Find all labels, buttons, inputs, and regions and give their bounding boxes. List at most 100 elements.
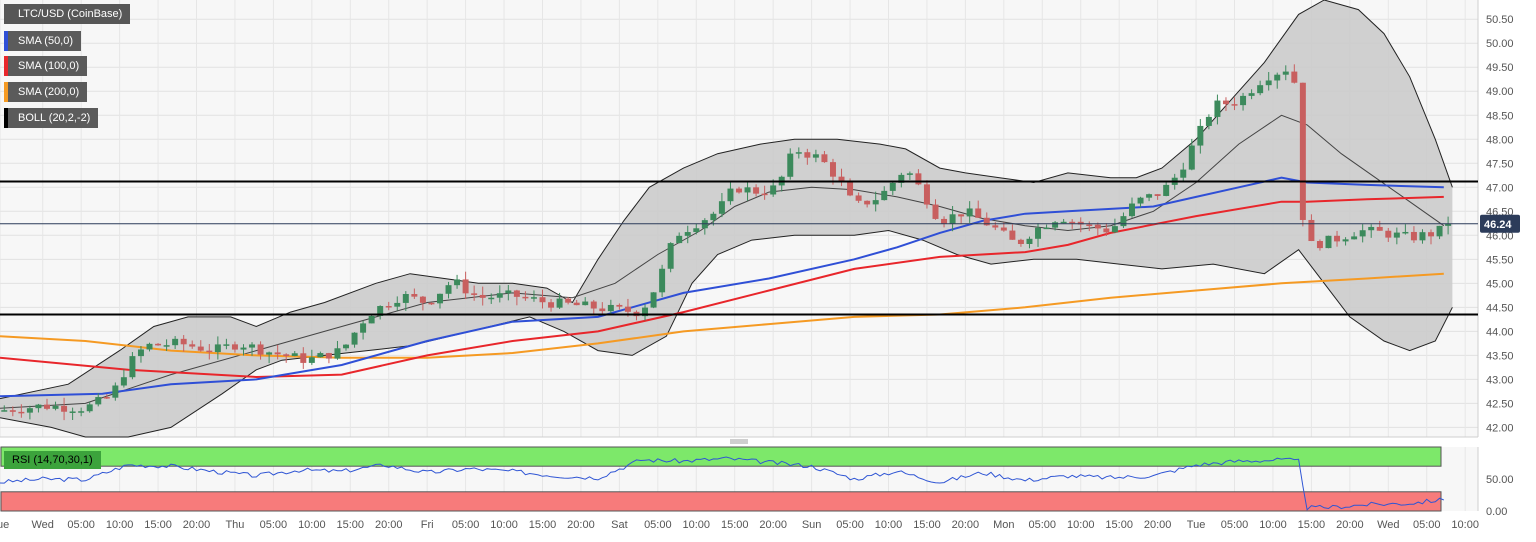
sma100-line xyxy=(0,195,1444,379)
candle-body xyxy=(1000,227,1007,231)
candle-body xyxy=(35,404,42,409)
rsi-plot: 50.00 0.00 xyxy=(0,446,1514,518)
x-tick-label: Sat xyxy=(611,519,628,531)
y-tick-label: 49.50 xyxy=(1486,62,1514,74)
y-tick-label: 43.00 xyxy=(1486,374,1514,386)
candle-body xyxy=(881,190,888,201)
candle-body xyxy=(189,344,196,347)
candle-body xyxy=(992,225,999,228)
candle-body xyxy=(103,397,110,399)
candle-body xyxy=(1,410,8,412)
candle-body xyxy=(1086,224,1093,227)
x-tick-label: 10:00 xyxy=(1259,519,1287,531)
candle-body xyxy=(1351,236,1358,240)
y-tick-label: 42.50 xyxy=(1486,398,1514,410)
legend-sma50-label: SMA (50,0) xyxy=(18,35,74,47)
candle-body xyxy=(565,298,572,303)
candle-body xyxy=(197,346,204,351)
candle-body xyxy=(941,218,948,224)
candle-body xyxy=(343,344,349,349)
candle-body xyxy=(693,228,700,233)
candle-body xyxy=(1410,231,1417,241)
candle-body xyxy=(61,405,68,412)
x-tick-label: 20:00 xyxy=(1336,519,1364,531)
x-tick-label: Wed xyxy=(32,519,54,531)
candle-body xyxy=(1257,85,1264,94)
pane-resize-handle xyxy=(730,439,748,444)
candle-body xyxy=(548,302,555,308)
candle-body xyxy=(9,410,16,412)
candle-body xyxy=(1334,235,1341,242)
candle-body xyxy=(1197,125,1204,146)
candle-body xyxy=(1419,232,1426,241)
candle-body xyxy=(1376,226,1383,231)
candle-body xyxy=(1436,225,1443,237)
bollinger-upper-line xyxy=(0,0,1453,400)
x-tick-label: 10:00 xyxy=(683,519,711,531)
candle-body xyxy=(86,404,93,412)
candle-body xyxy=(958,214,965,217)
candle-body xyxy=(770,185,777,195)
bollinger-lower-line xyxy=(0,229,1453,438)
x-tick-label: 05:00 xyxy=(644,519,672,531)
candle-body xyxy=(1214,100,1221,117)
candle-body xyxy=(1035,227,1042,239)
time-axis: Tue Wed 05:00 10:00 15:00 20:00 Thu 05:00 10:00 1… xyxy=(0,519,1479,531)
candle-body xyxy=(847,182,854,196)
x-tick-label: 05:00 xyxy=(1029,519,1057,531)
candle-body xyxy=(479,294,486,298)
x-tick-label: 05:00 xyxy=(1221,519,1249,531)
candle-body xyxy=(1120,216,1127,227)
candle-body xyxy=(530,297,537,299)
candle-body xyxy=(496,293,503,298)
y-tick-label: 45.00 xyxy=(1486,278,1514,290)
candle-body xyxy=(325,353,332,359)
rsi-y-tick-label: 0.00 xyxy=(1486,506,1507,518)
candle-body xyxy=(26,408,33,413)
x-tick-label: 15:00 xyxy=(529,519,557,531)
candle-body xyxy=(1359,230,1366,237)
candle-body xyxy=(718,201,725,214)
candle-body xyxy=(906,173,913,175)
y-tick-label: 47.50 xyxy=(1486,158,1514,170)
candle-body xyxy=(590,301,597,309)
candle-body xyxy=(556,298,563,308)
candle-body xyxy=(266,352,273,355)
candle-body xyxy=(351,332,358,345)
x-tick-label: 10:00 xyxy=(490,519,518,531)
candle-body xyxy=(727,188,734,202)
candle-body xyxy=(419,296,426,303)
x-tick-label: 05:00 xyxy=(1413,519,1441,531)
candle-body xyxy=(112,385,119,398)
candle-body xyxy=(1240,95,1247,106)
candle-body xyxy=(43,404,50,409)
candle-body xyxy=(838,176,845,183)
candle-body xyxy=(522,296,529,299)
candle-body xyxy=(368,315,375,324)
x-tick-label: 15:00 xyxy=(913,519,941,531)
candle-body xyxy=(624,306,631,312)
candle-body xyxy=(872,200,879,205)
candle-body xyxy=(436,293,443,304)
candle-body xyxy=(385,306,392,308)
candle-body xyxy=(1180,169,1187,178)
candle-body xyxy=(710,213,717,221)
rsi-y-tick-label: 50.00 xyxy=(1486,474,1514,486)
legend-rsi-label: RSI (14,70,30,1) xyxy=(12,454,93,466)
candle-body xyxy=(308,357,315,363)
rsi-oversold-band xyxy=(0,491,1442,512)
candle-body xyxy=(616,304,623,307)
y-tick-label: 44.00 xyxy=(1486,326,1514,338)
candle-body xyxy=(300,353,307,363)
candle-body xyxy=(1299,82,1306,220)
candle-body xyxy=(684,232,691,236)
candle-body xyxy=(360,323,367,333)
candle-body xyxy=(736,188,742,193)
candle-body xyxy=(377,306,384,316)
legend-rsi: RSI (14,70,30,1) xyxy=(4,451,101,469)
candle-body xyxy=(1325,235,1332,249)
candle-body xyxy=(18,411,25,414)
candle-body xyxy=(137,349,144,357)
candle-body xyxy=(753,187,760,194)
candle-body xyxy=(1393,232,1400,238)
